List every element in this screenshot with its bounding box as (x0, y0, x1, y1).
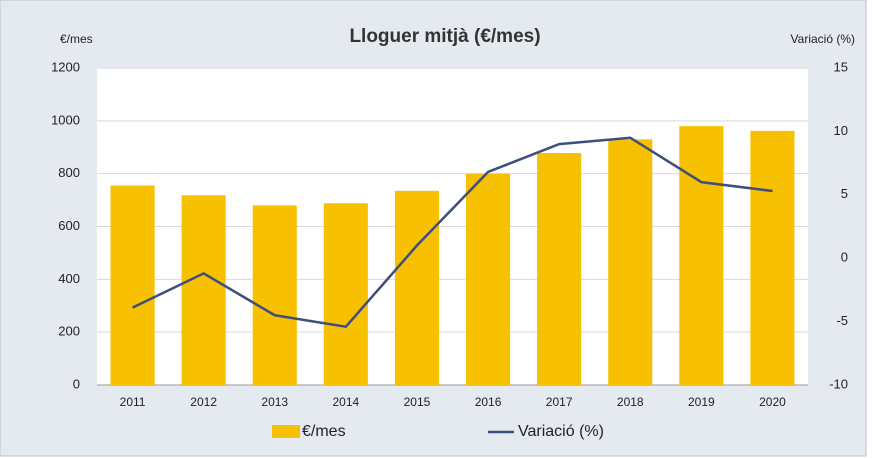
y-tick-label: 0 (73, 376, 80, 391)
y2-tick-label: -10 (829, 376, 848, 391)
x-tick-label: 2014 (332, 395, 359, 409)
bar (181, 195, 226, 385)
y-tick-label: 1200 (51, 59, 80, 74)
bar (608, 139, 653, 385)
x-tick-label: 2018 (617, 395, 644, 409)
bar (252, 205, 297, 385)
y-tick-label: 200 (58, 324, 80, 339)
x-tick-label: 2016 (475, 395, 502, 409)
bar (110, 185, 155, 385)
bar (679, 126, 724, 385)
y2-axis-label: Variació (%) (791, 32, 855, 46)
x-tick-label: 2017 (546, 395, 573, 409)
y2-tick-label: 5 (841, 186, 848, 201)
line (132, 136, 773, 329)
bar (466, 173, 511, 385)
bar (394, 190, 439, 385)
bar (537, 153, 582, 385)
y-tick-label: 800 (58, 165, 80, 180)
x-tick-label: 2020 (759, 395, 786, 409)
legend-label: Variació (%) (518, 423, 604, 440)
y2-tick-label: 0 (841, 250, 848, 265)
y2-tick-label: -5 (836, 313, 848, 328)
bar (323, 203, 368, 385)
x-tick-label: 2013 (261, 395, 288, 409)
y-tick-label: 400 (58, 271, 80, 286)
y2-tick-label: 10 (834, 123, 848, 138)
legend-swatch (272, 425, 300, 438)
chart-title: Lloguer mitjà (€/mes) (349, 26, 540, 47)
legend-label: €/mes (302, 423, 346, 440)
y-tick-label: 600 (58, 218, 80, 233)
x-tick-label: 2015 (404, 395, 431, 409)
bar (750, 130, 795, 385)
x-tick-label: 2019 (688, 395, 715, 409)
x-tick-label: 2012 (190, 395, 217, 409)
y-axis-label: €/mes (60, 32, 93, 46)
y-tick-label: 1000 (51, 112, 80, 127)
x-tick-label: 2011 (120, 395, 146, 409)
y2-tick-label: 15 (834, 59, 848, 74)
